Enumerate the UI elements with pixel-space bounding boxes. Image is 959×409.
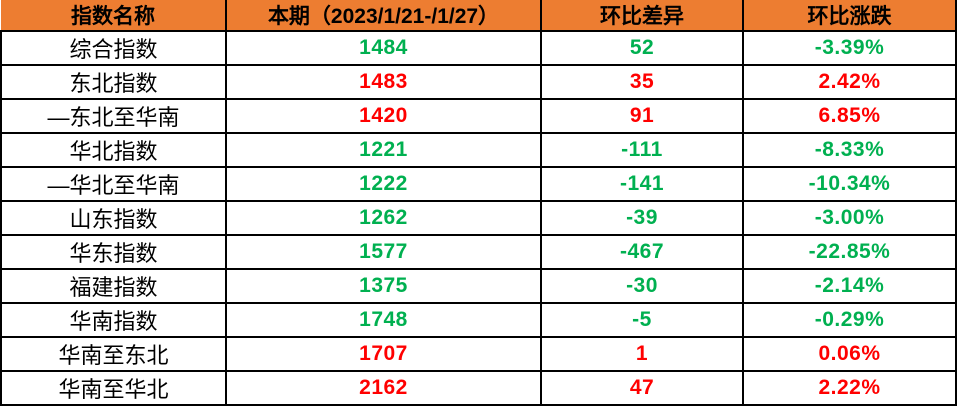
cell-index-name: 华南至东北 — [0, 336, 227, 372]
cell-current-value: 1375 — [225, 268, 542, 304]
column-header-mom-change: 环比涨跌 — [742, 0, 957, 32]
cell-current-value: 1577 — [225, 234, 542, 270]
cell-mom-difference: 91 — [540, 98, 744, 134]
cell-mom-difference: 47 — [540, 370, 744, 406]
cell-mom-change: -2.14% — [742, 268, 957, 304]
cell-mom-difference: 1 — [540, 336, 744, 372]
column-header-current-period: 本期（2023/1/21-/1/27） — [225, 0, 542, 32]
table-row: 东北指数 1483 35 2.42% — [0, 64, 957, 100]
cell-mom-change: -0.29% — [742, 302, 957, 338]
cell-mom-change: 2.42% — [742, 64, 957, 100]
table-row: 华南至东北 1707 1 0.06% — [0, 336, 957, 372]
table-row: 华南指数 1748 -5 -0.29% — [0, 302, 957, 338]
cell-current-value: 1748 — [225, 302, 542, 338]
column-header-index-name: 指数名称 — [1, 0, 227, 32]
table-header: 指数名称 本期（2023/1/21-/1/27） 环比差异 环比涨跌 — [1, 0, 957, 32]
table-row: 山东指数 1262 -39 -3.00% — [0, 200, 957, 236]
cell-mom-change: -10.34% — [742, 166, 957, 202]
cell-current-value: 1221 — [225, 132, 542, 168]
cell-mom-difference: -111 — [540, 132, 744, 168]
cell-index-name: 福建指数 — [0, 268, 227, 304]
table-row: 华东指数 1577 -467 -22.85% — [0, 234, 957, 270]
table-row: —华北至华南 1222 -141 -10.34% — [0, 166, 957, 202]
table-row: 华北指数 1221 -111 -8.33% — [0, 132, 957, 168]
cell-mom-change: 0.06% — [742, 336, 957, 372]
cell-mom-difference: 35 — [540, 64, 744, 100]
cell-current-value: 1420 — [225, 98, 542, 134]
cell-mom-difference: -141 — [540, 166, 744, 202]
cell-index-name: 综合指数 — [0, 30, 227, 66]
cell-mom-change: 6.85% — [742, 98, 957, 134]
cell-current-value: 2162 — [225, 370, 542, 406]
table-body: 综合指数 1484 52 -3.39% 东北指数 1483 35 2.42% —… — [0, 30, 957, 406]
table-row: 综合指数 1484 52 -3.39% — [0, 30, 957, 66]
table-row: —东北至华南 1420 91 6.85% — [0, 98, 957, 134]
cell-index-name: 华东指数 — [0, 234, 227, 270]
cell-mom-change: 2.22% — [742, 370, 957, 406]
table-row: 华南至华北 2162 47 2.22% — [0, 370, 957, 406]
cell-mom-change: -3.00% — [742, 200, 957, 236]
cell-mom-change: -22.85% — [742, 234, 957, 270]
cell-current-value: 1484 — [225, 30, 542, 66]
cell-current-value: 1262 — [225, 200, 542, 236]
cell-current-value: 1483 — [225, 64, 542, 100]
cell-mom-change: -8.33% — [742, 132, 957, 168]
cell-index-name: 山东指数 — [0, 200, 227, 236]
cell-mom-difference: -467 — [540, 234, 744, 270]
cell-current-value: 1707 — [225, 336, 542, 372]
cell-index-name: 华北指数 — [0, 132, 227, 168]
cell-index-name: —华北至华南 — [0, 166, 227, 202]
cell-mom-difference: -5 — [540, 302, 744, 338]
cell-mom-difference: -30 — [540, 268, 744, 304]
header-row: 指数名称 本期（2023/1/21-/1/27） 环比差异 环比涨跌 — [1, 0, 957, 32]
cell-index-name: —东北至华南 — [0, 98, 227, 134]
cell-current-value: 1222 — [225, 166, 542, 202]
cell-mom-difference: 52 — [540, 30, 744, 66]
cell-index-name: 华南至华北 — [0, 370, 227, 406]
cell-index-name: 华南指数 — [0, 302, 227, 338]
cell-mom-difference: -39 — [540, 200, 744, 236]
column-header-mom-difference: 环比差异 — [540, 0, 744, 32]
table-row: 福建指数 1375 -30 -2.14% — [0, 268, 957, 304]
cell-index-name: 东北指数 — [0, 64, 227, 100]
cell-mom-change: -3.39% — [742, 30, 957, 66]
